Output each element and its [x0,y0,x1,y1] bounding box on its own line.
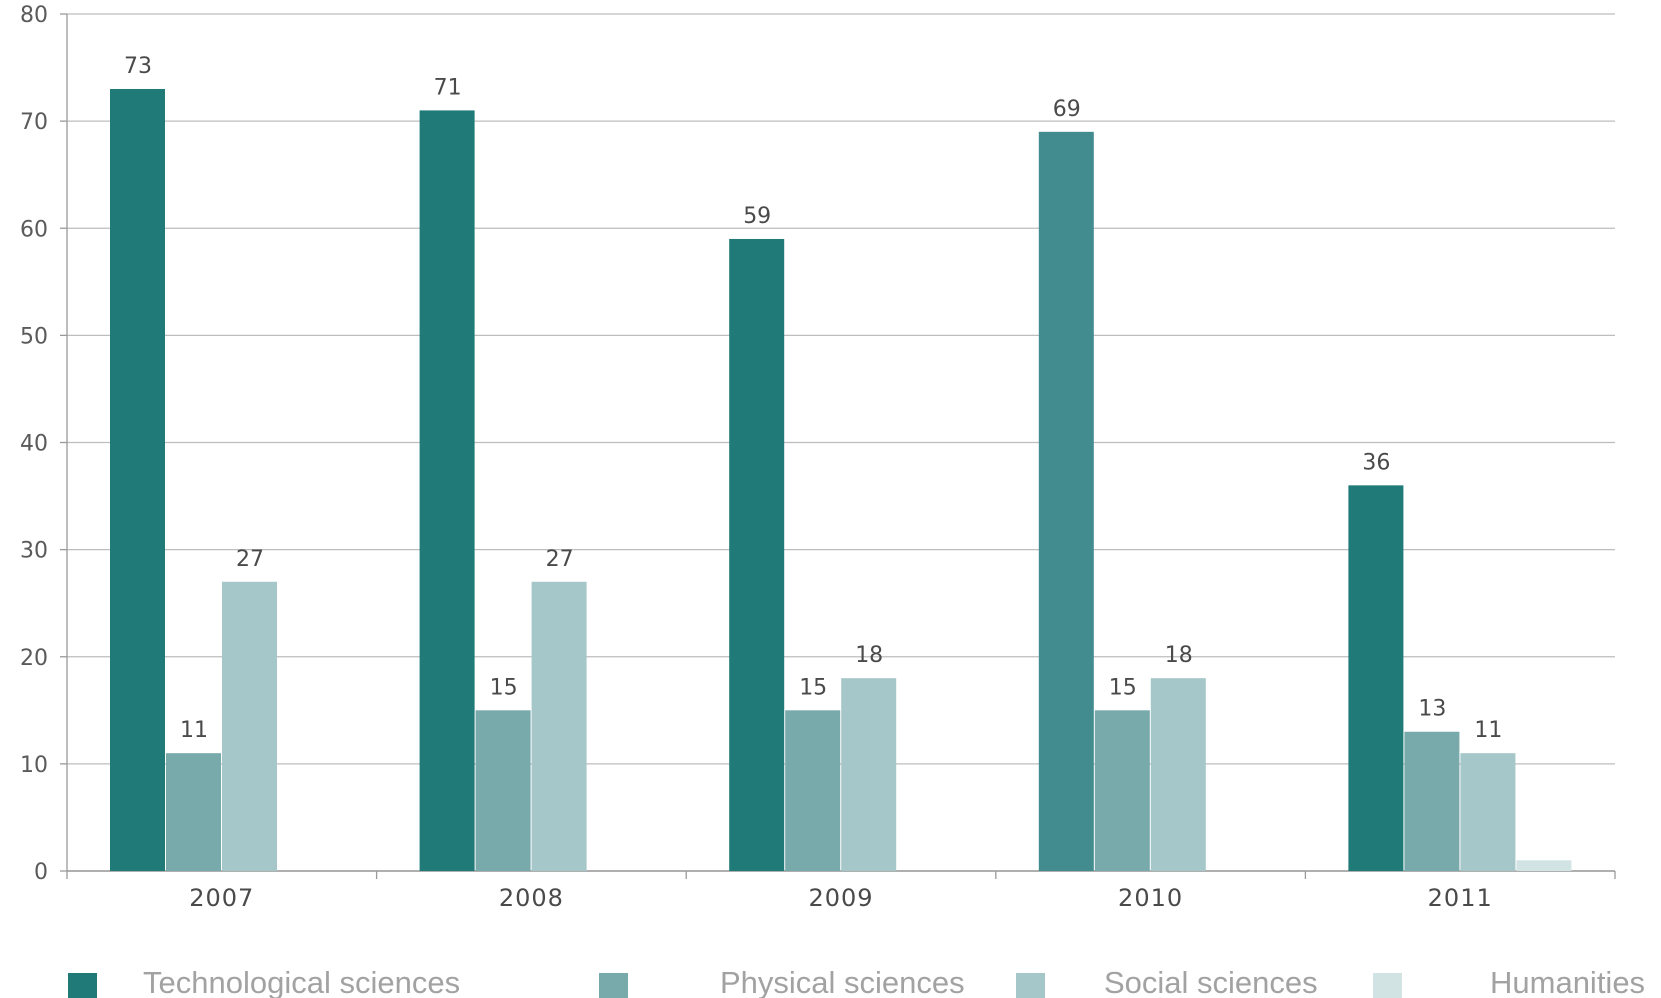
legend: Technological sciences Physical sciences S… [68,965,1645,998]
y-tick-label: 0 [34,860,48,885]
y-axis: 0 10 20 30 40 50 60 70 80 [20,3,68,885]
legend-label: Physical sciences [720,965,965,998]
x-tick-label: 2008 [499,884,564,912]
bar-humanities-2011 [1516,860,1572,871]
legend-swatch-humanities [1373,973,1402,998]
bar-social-sciences-2007 [222,581,277,871]
y-tick-label: 50 [20,324,48,349]
data-label: 69 [1053,97,1081,122]
legend-label: Technological sciences [143,965,460,998]
data-label: 13 [1418,697,1446,722]
y-tick-label: 70 [20,110,48,135]
bar-social-sciences-2010 [1150,678,1206,871]
legend-label: Humanities [1490,965,1645,998]
bar-technological-sciences-2009 [729,238,785,871]
legend-label: Social sciences [1104,965,1318,998]
data-label: 27 [236,547,264,572]
legend-swatch-social-sciences [1016,973,1045,998]
data-label: 73 [124,54,152,79]
bars [110,88,1572,872]
y-tick-label: 10 [20,753,48,778]
legend-swatch-physical-sciences [599,973,628,998]
data-labels: 73 11 27 71 15 27 59 15 18 69 15 18 36 13 11 [124,54,1502,743]
bar-social-sciences-2008 [531,581,587,871]
bar-physical-sciences-2008 [475,710,531,871]
y-tick-label: 60 [20,217,48,242]
bar-physical-sciences-2010 [1094,710,1150,871]
y-tick-label: 80 [20,3,48,28]
data-label: 11 [1474,718,1502,743]
data-label: 11 [180,718,208,743]
data-label: 18 [855,643,883,668]
bar-social-sciences-2009 [841,678,897,871]
data-label: 27 [546,547,574,572]
bar-physical-sciences-2007 [166,753,221,871]
data-label: 36 [1362,450,1390,475]
data-label: 71 [434,75,462,100]
data-label: 15 [1109,675,1137,700]
bar-technological-sciences-2007 [110,88,165,872]
y-tick-label: 20 [20,646,48,671]
data-label: 59 [743,204,771,229]
data-label: 15 [799,675,827,700]
x-tick-label: 2007 [189,884,254,912]
bar-social-sciences-2011 [1460,753,1516,871]
data-label: 18 [1165,643,1193,668]
bar-physical-sciences-2009 [785,710,841,871]
data-label: 15 [490,675,518,700]
y-tick-label: 30 [20,539,48,564]
bar-technological-sciences-2011 [1348,485,1404,871]
bar-physical-sciences-2011 [1404,731,1460,871]
gridlines [67,13,1615,872]
x-axis: 2007 2008 2009 2010 2011 [66,870,1616,912]
x-tick-label: 2011 [1428,884,1493,912]
bar-technological-sciences-2010 [1038,131,1094,871]
legend-swatch-technological-sciences [68,973,97,998]
y-tick-label: 40 [20,432,48,457]
x-tick-label: 2009 [808,884,873,912]
bar-technological-sciences-2008 [419,110,475,872]
x-tick-label: 2010 [1118,884,1183,912]
